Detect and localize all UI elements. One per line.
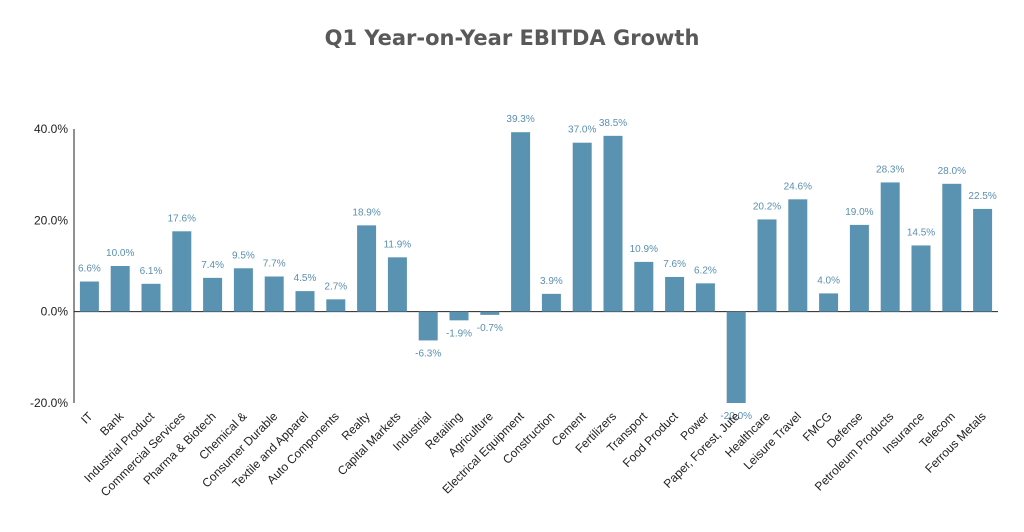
data-label: 39.3% bbox=[506, 114, 534, 125]
data-label: 17.6% bbox=[168, 213, 196, 224]
data-label: 24.6% bbox=[784, 181, 812, 192]
bar bbox=[326, 299, 346, 312]
bar bbox=[480, 311, 500, 315]
data-label: 4.5% bbox=[294, 273, 317, 284]
data-label: 7.4% bbox=[201, 260, 224, 271]
data-label: -6.3% bbox=[415, 348, 441, 359]
bar bbox=[141, 283, 161, 312]
y-tick-label: 20.0% bbox=[34, 213, 68, 227]
bar bbox=[387, 257, 407, 312]
bar bbox=[695, 283, 715, 312]
data-label: 37.0% bbox=[568, 125, 596, 136]
bar bbox=[357, 225, 377, 312]
data-label: 14.5% bbox=[907, 227, 935, 238]
data-label: 6.6% bbox=[78, 264, 101, 275]
bar bbox=[849, 224, 869, 312]
bar bbox=[603, 135, 623, 312]
bar bbox=[233, 268, 253, 312]
bar bbox=[726, 311, 746, 403]
bar bbox=[942, 183, 962, 312]
data-label: -20.0% bbox=[720, 411, 752, 422]
data-label: 6.2% bbox=[694, 265, 717, 276]
bar bbox=[880, 182, 900, 312]
bar bbox=[295, 291, 315, 312]
data-label: 18.9% bbox=[352, 207, 380, 218]
data-label: 4.0% bbox=[817, 275, 840, 286]
data-label: -0.7% bbox=[477, 323, 503, 334]
data-label: 19.0% bbox=[845, 207, 873, 218]
bar bbox=[665, 276, 685, 312]
bar bbox=[172, 231, 192, 312]
x-tick-label: IT bbox=[78, 409, 96, 427]
bar bbox=[511, 132, 531, 312]
data-label: 9.5% bbox=[232, 250, 255, 261]
data-label: 38.5% bbox=[599, 118, 627, 129]
bar bbox=[418, 311, 438, 341]
bar bbox=[449, 311, 469, 321]
bar bbox=[757, 219, 777, 312]
y-tick-label: -20.0% bbox=[30, 396, 68, 410]
y-tick-label: 40.0% bbox=[34, 122, 68, 136]
bar bbox=[572, 142, 592, 312]
data-label: 11.9% bbox=[384, 239, 412, 250]
bar bbox=[819, 293, 839, 312]
data-label: 6.1% bbox=[140, 266, 163, 277]
bar bbox=[110, 266, 130, 312]
data-label: 3.9% bbox=[540, 276, 563, 287]
data-label: 2.7% bbox=[324, 281, 347, 292]
bar bbox=[788, 199, 808, 312]
data-label: 10.9% bbox=[630, 244, 658, 255]
data-label: -1.9% bbox=[446, 328, 472, 339]
bar bbox=[264, 276, 284, 312]
data-label: 7.7% bbox=[263, 259, 286, 270]
bar bbox=[79, 281, 99, 312]
data-label: 20.2% bbox=[753, 201, 781, 212]
data-label: 28.0% bbox=[938, 166, 966, 177]
bar bbox=[203, 277, 223, 312]
data-label: 7.6% bbox=[663, 259, 686, 270]
y-tick-label: 0.0% bbox=[41, 305, 69, 319]
bar bbox=[634, 261, 654, 312]
bar bbox=[541, 293, 561, 312]
data-label: 10.0% bbox=[106, 248, 134, 259]
data-label: 22.5% bbox=[968, 191, 996, 202]
bar bbox=[911, 245, 931, 312]
data-label: 28.3% bbox=[876, 164, 904, 175]
bar bbox=[973, 208, 993, 312]
chart-title: Q1 Year-on-Year EBITDA Growth bbox=[324, 26, 700, 50]
